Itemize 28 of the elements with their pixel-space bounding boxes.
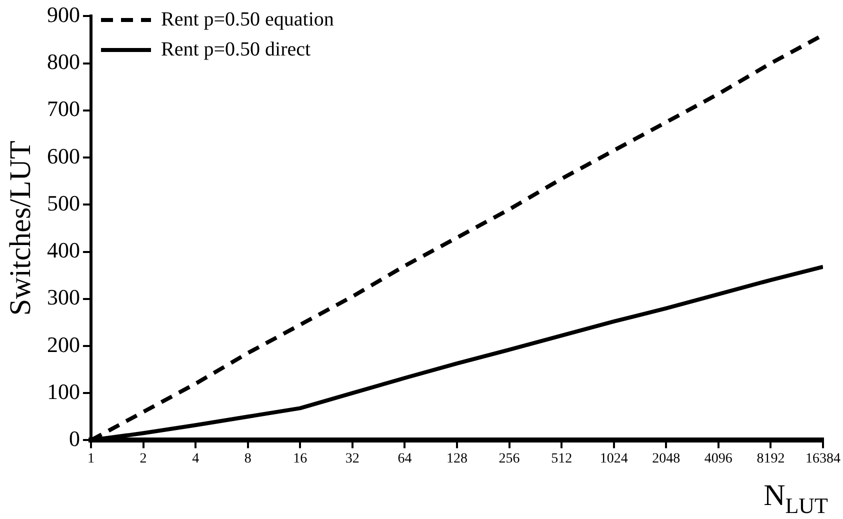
y-tick-label: 0: [69, 426, 80, 451]
y-tick-label: 500: [47, 190, 80, 216]
legend-label: Rent p=0.50 direct: [161, 38, 312, 60]
x-tick-label: 512: [551, 451, 572, 466]
y-tick-label: 300: [47, 284, 80, 310]
x-tick-label: 16: [293, 451, 308, 466]
y-tick-label: 900: [47, 2, 80, 27]
x-tick-label: 32: [345, 451, 360, 466]
y-tick-label: 100: [47, 378, 80, 404]
y-tick-label: 200: [47, 332, 80, 357]
x-tick-label: 128: [446, 451, 468, 466]
x-tick-label: 1: [88, 451, 94, 466]
y-axis-title: Switches/LUT: [4, 140, 37, 316]
y-tick-label: 800: [47, 49, 80, 74]
legend-label: Rent p=0.50 equation: [161, 8, 334, 30]
x-tick-label: 16384: [806, 451, 840, 466]
y-tick-label: 600: [47, 143, 80, 168]
x-tick-label: 4096: [704, 451, 732, 466]
x-tick-label: 8: [244, 451, 252, 466]
y-tick-label: 400: [47, 238, 80, 263]
x-tick-label: 256: [498, 451, 520, 466]
y-tick-label: 700: [47, 96, 80, 122]
x-tick-label: 64: [398, 451, 412, 466]
x-tick-label: 2: [140, 451, 147, 466]
x-tick-label: 4: [192, 451, 200, 466]
x-tick-label: 8192: [756, 451, 785, 466]
x-tick-label: 1024: [600, 451, 628, 466]
x-tick-label: 2048: [652, 451, 680, 466]
